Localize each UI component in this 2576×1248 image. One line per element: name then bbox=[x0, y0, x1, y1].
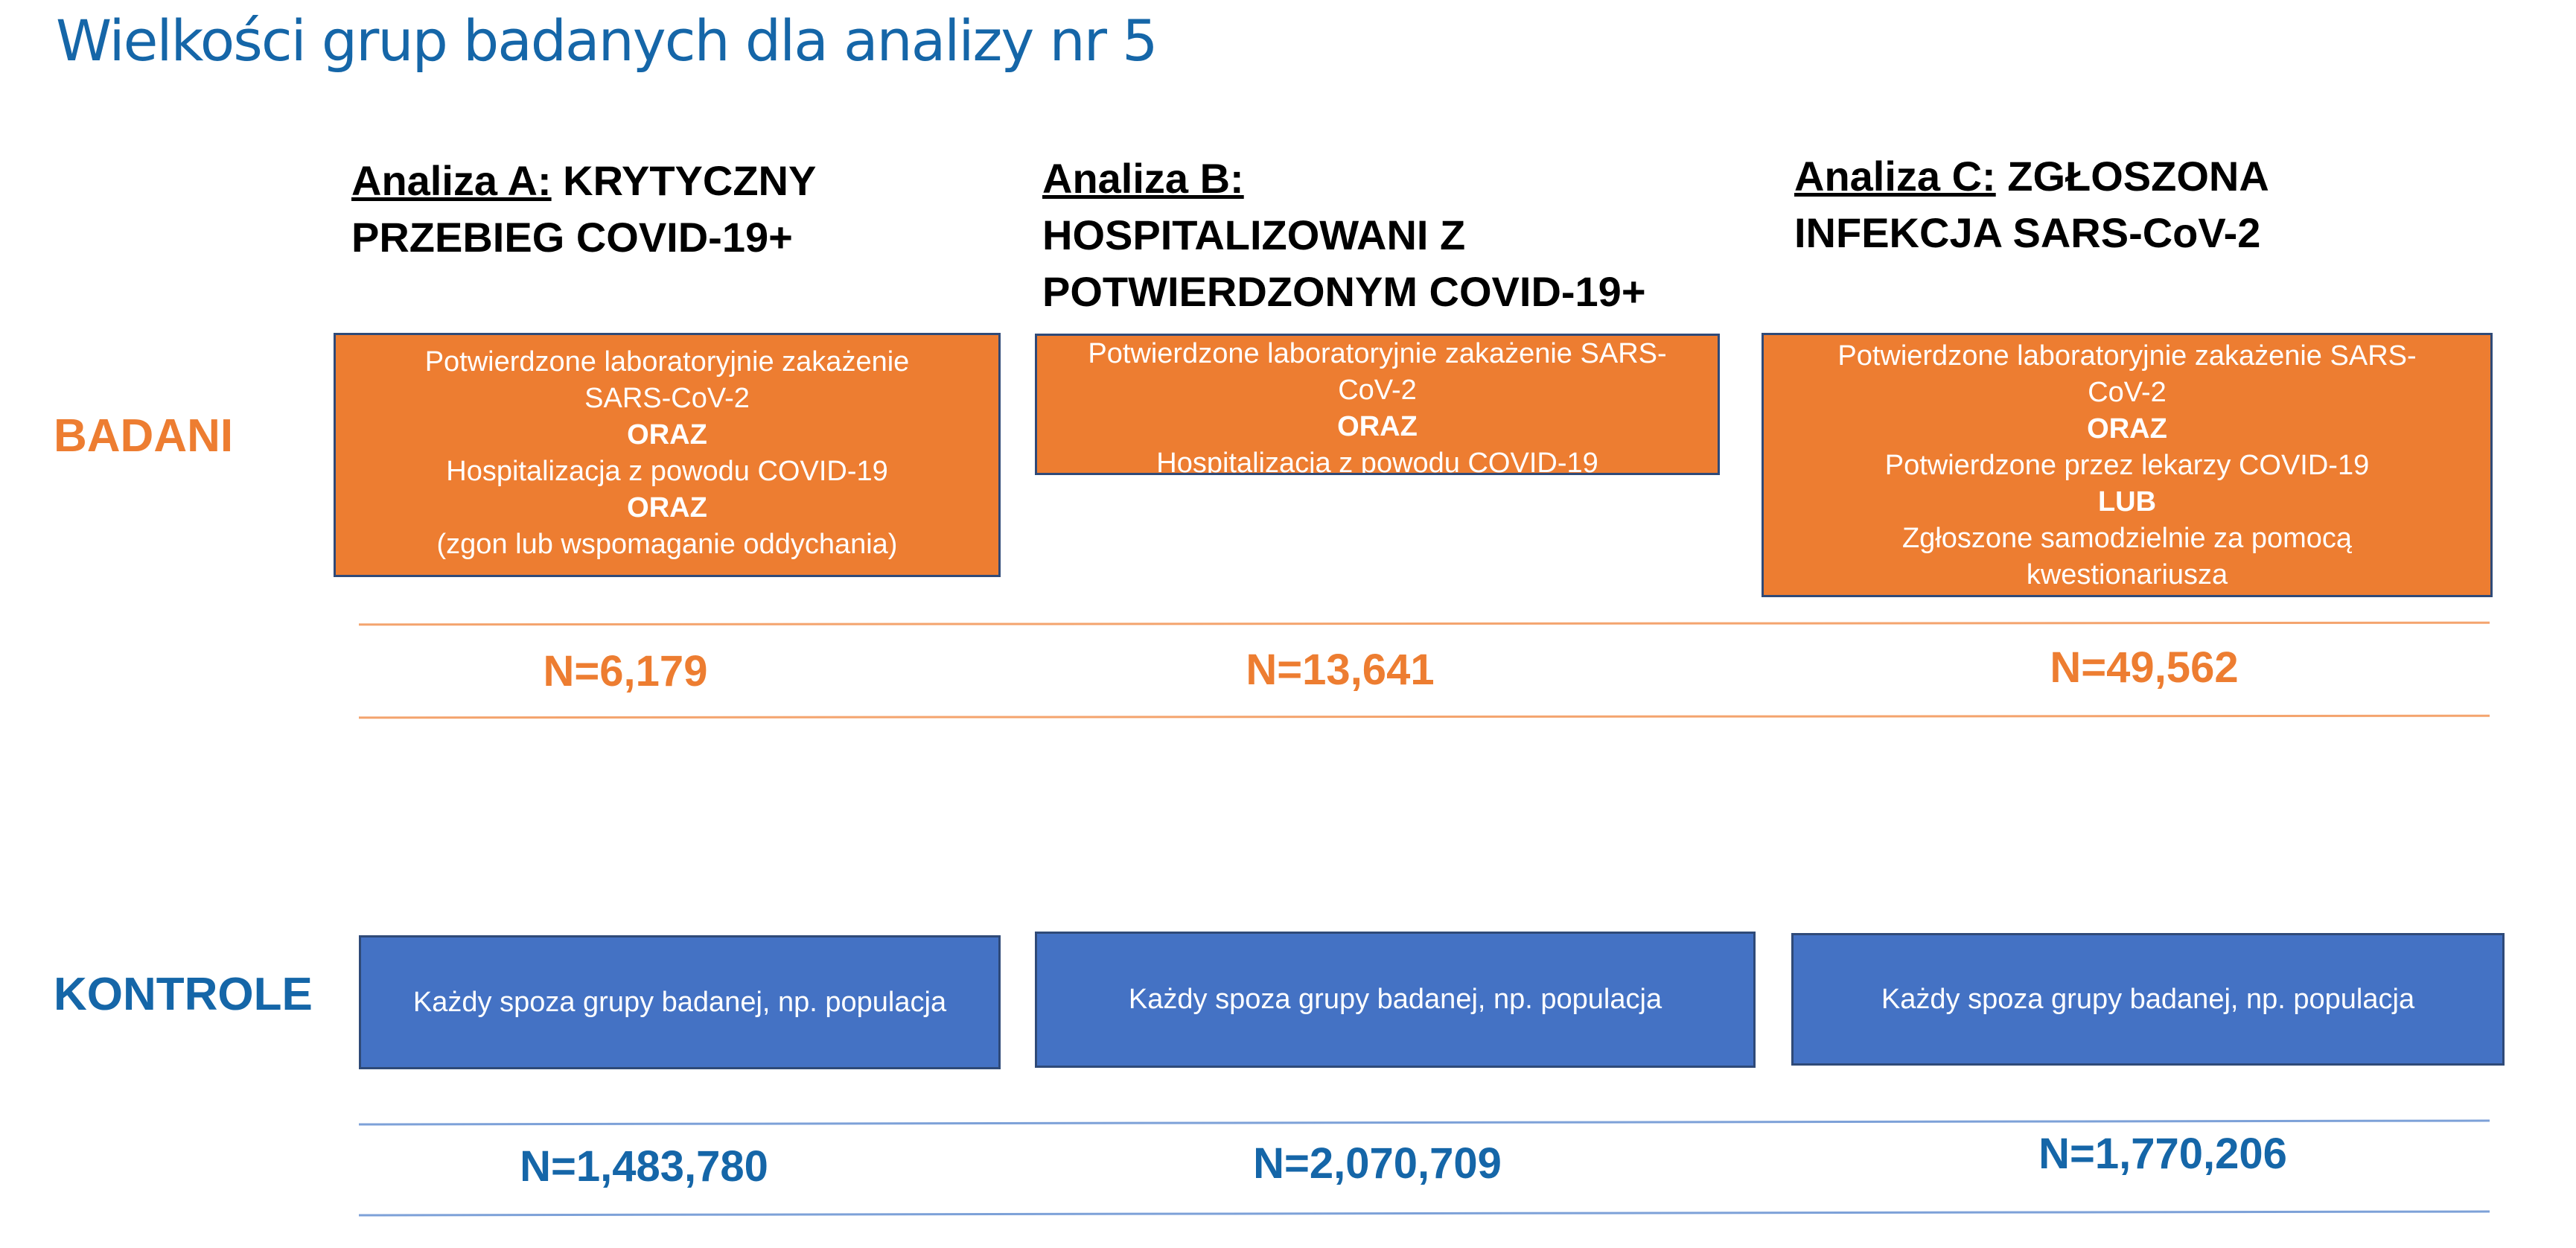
row-label-controls: KONTROLE bbox=[54, 969, 313, 1020]
analysis-a-control-box: Każdy spoza grupy badanej, np. populacja bbox=[359, 935, 1001, 1069]
criteria-line: Potwierdzone laboratoryjnie zakażenie bbox=[424, 346, 910, 378]
criteria-line: kwestionariusza bbox=[2026, 559, 2228, 590]
analysis-b-key: Analiza B: bbox=[1042, 155, 1244, 202]
analysis-b-name-line-2: POTWIERDZONYM COVID-19+ bbox=[1042, 268, 1646, 315]
criteria-conjunction: ORAZ bbox=[627, 419, 707, 451]
criteria-line: Potwierdzone laboratoryjnie zakażenie SA… bbox=[1088, 338, 1667, 369]
analysis-c-name-line-1: ZGŁOSZONA bbox=[1995, 153, 2269, 200]
cases-divider-top bbox=[358, 621, 2490, 626]
analysis-a-control-text: Każdy spoza grupy badanej, np. populacja bbox=[412, 986, 947, 1018]
criteria-line: Potwierdzone laboratoryjnie zakażenie SA… bbox=[1837, 340, 2417, 372]
analysis-a-heading: Analiza A: KRYTYCZNY PRZEBIEG COVID-19+ bbox=[351, 153, 816, 266]
criteria-line: Zgłoszone samodzielnie za pomocą bbox=[1901, 523, 2353, 554]
analysis-b-cases-criteria: Potwierdzone laboratoryjnie zakażenie SA… bbox=[1035, 334, 1720, 475]
criteria-line: SARS-CoV-2 bbox=[584, 383, 750, 414]
analysis-a-name-line-1: KRYTYCZNY bbox=[551, 157, 817, 204]
criteria-conjunction: ORAZ bbox=[627, 492, 707, 523]
slide-title: Wielkości grup badanych dla analizy nr 5 bbox=[56, 7, 1158, 74]
analysis-c-controls-count: N=1,770,206 bbox=[2038, 1130, 2287, 1178]
controls-divider-top bbox=[358, 1119, 2490, 1126]
controls-divider-bottom bbox=[358, 1210, 2490, 1217]
criteria-line: Potwierdzone przez lekarzy COVID-19 bbox=[1884, 450, 2370, 481]
analysis-b-control-box: Każdy spoza grupy badanej, np. populacja bbox=[1035, 932, 1756, 1068]
analysis-c-control-text: Każdy spoza grupy badanej, np. populacja bbox=[1881, 983, 2415, 1015]
analysis-c-cases-count: N=49,562 bbox=[2050, 643, 2239, 692]
analysis-a-controls-count: N=1,483,780 bbox=[520, 1142, 768, 1191]
analysis-b-cases-count: N=13,641 bbox=[1246, 646, 1435, 694]
analysis-a-cases-criteria: Potwierdzone laboratoryjnie zakażenie SA… bbox=[334, 333, 1001, 577]
criteria-line: CoV-2 bbox=[2088, 377, 2167, 408]
criteria-line: CoV-2 bbox=[1338, 375, 1417, 406]
criteria-line: Hospitalizacja z powodu COVID-19 bbox=[1156, 448, 1598, 475]
analysis-b-heading: Analiza B: HOSPITALIZOWANI Z POTWIERDZON… bbox=[1042, 150, 1646, 320]
criteria-line: Hospitalizacja z powodu COVID-19 bbox=[446, 456, 888, 487]
analysis-c-key: Analiza C: bbox=[1794, 153, 1996, 200]
analysis-b-name-line-1: HOSPITALIZOWANI Z bbox=[1042, 211, 1466, 258]
criteria-conjunction: ORAZ bbox=[2087, 413, 2167, 445]
criteria-line: (zgon lub wspomaganie oddychania) bbox=[436, 529, 898, 560]
analysis-b-controls-count: N=2,070,709 bbox=[1253, 1139, 1502, 1188]
analysis-c-heading: Analiza C: ZGŁOSZONA INFEKCJA SARS-CoV-2 bbox=[1794, 148, 2269, 261]
analysis-c-control-box: Każdy spoza grupy badanej, np. populacja bbox=[1791, 933, 2505, 1066]
criteria-conjunction: ORAZ bbox=[1337, 411, 1418, 442]
criteria-conjunction: LUB bbox=[2097, 486, 2157, 518]
analysis-b-control-text: Każdy spoza grupy badanej, np. populacja bbox=[1128, 984, 1662, 1015]
row-label-cases: BADANI bbox=[54, 410, 234, 462]
analysis-c-cases-criteria: Potwierdzone laboratoryjnie zakażenie SA… bbox=[1762, 333, 2493, 597]
analysis-a-cases-count: N=6,179 bbox=[543, 647, 708, 695]
cases-divider-bottom bbox=[358, 714, 2490, 719]
analysis-a-name-line-2: PRZEBIEG COVID-19+ bbox=[351, 214, 793, 261]
analysis-a-key: Analiza A: bbox=[351, 157, 552, 204]
analysis-c-name-line-2: INFEKCJA SARS-CoV-2 bbox=[1794, 209, 2261, 256]
